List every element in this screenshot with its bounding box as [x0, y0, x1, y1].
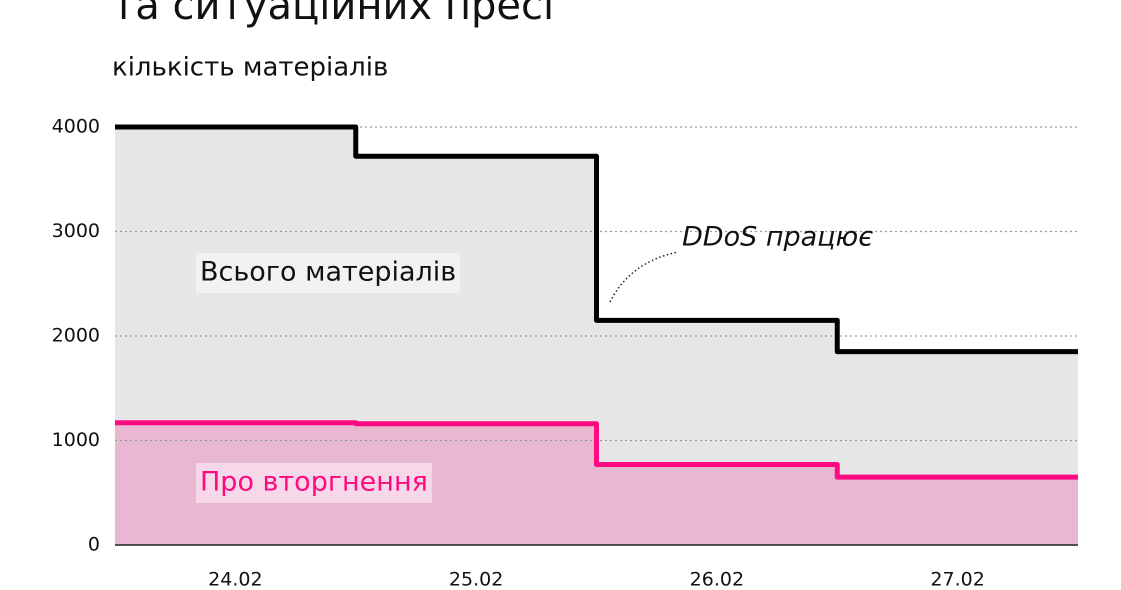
annotation: DDoS працює [682, 222, 873, 253]
y-tick-label: 4000 [52, 116, 100, 138]
label-background [196, 463, 432, 503]
y-tick-label: 1000 [52, 429, 100, 451]
x-tick-label: 24.02 [208, 569, 262, 590]
y-axis-label: кількість матеріалів [112, 53, 388, 83]
area [115, 422, 1078, 545]
x-tick-label: 27.02 [930, 569, 984, 590]
series-label: Про вторгнення [200, 467, 428, 498]
y-tick-label: 0 [88, 534, 100, 556]
y-tick-label: 3000 [52, 220, 100, 242]
step-line [115, 420, 1078, 480]
chart-title: та ситуаційних пресі [112, 0, 554, 29]
x-tick-label: 25.02 [449, 569, 503, 590]
x-tick-label: 26.02 [690, 569, 744, 590]
annotation-leader [609, 251, 679, 303]
series-label: Всього матеріалів [200, 257, 456, 288]
step-line [115, 124, 1078, 355]
label-background [196, 253, 461, 293]
y-tick-label: 2000 [52, 325, 100, 347]
